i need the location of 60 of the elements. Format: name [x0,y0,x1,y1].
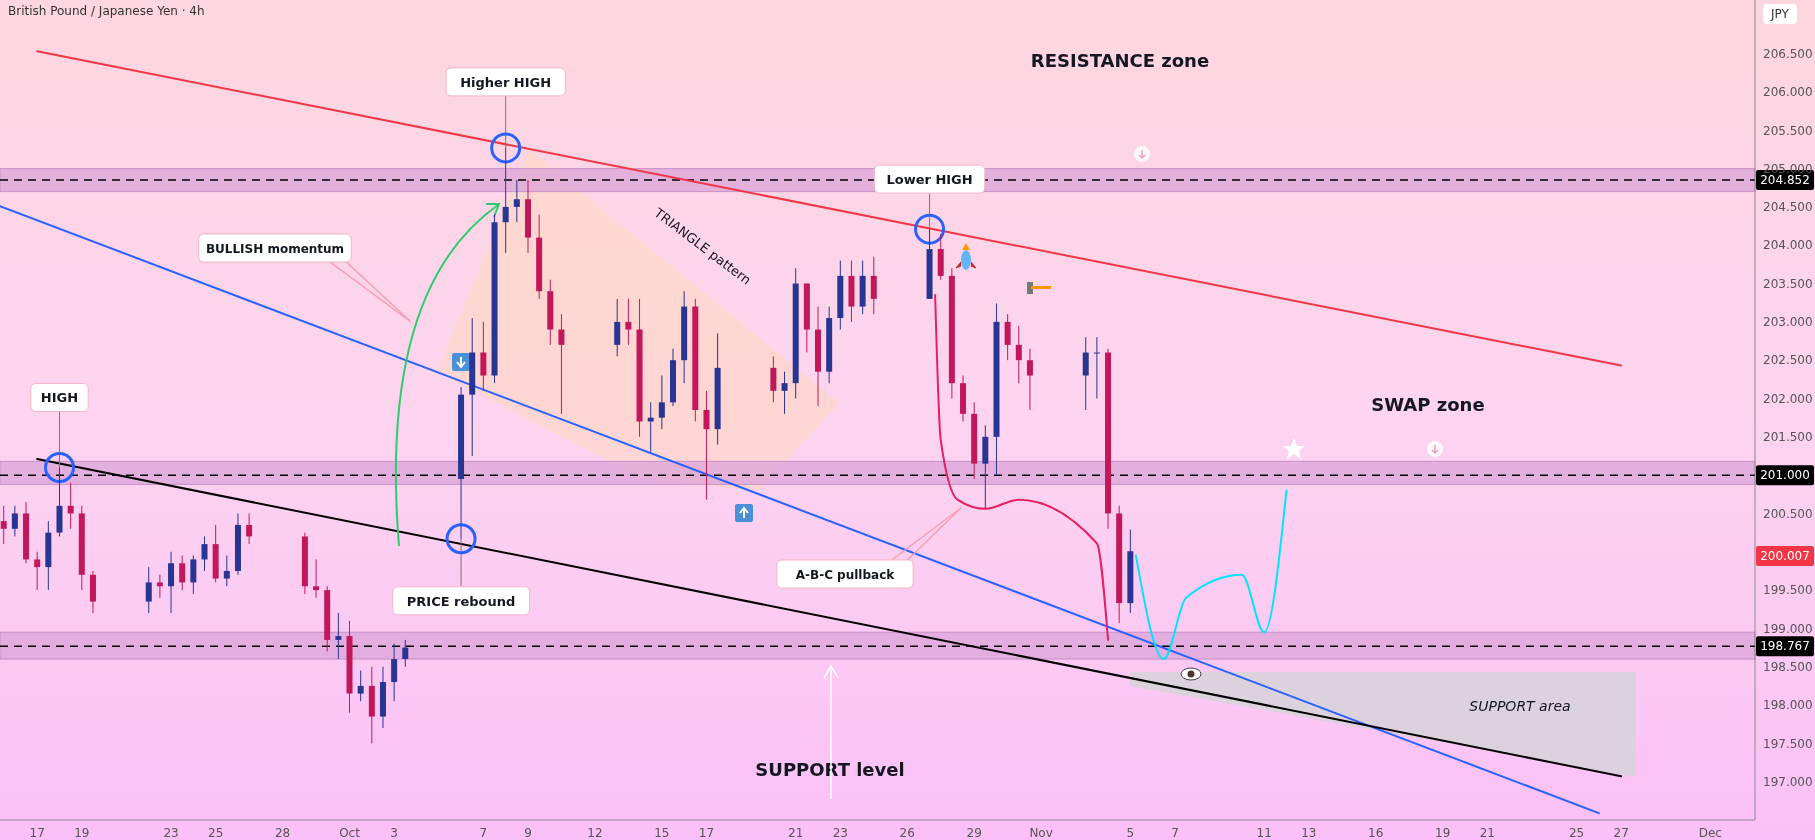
x-tick-label: 7 [1171,825,1179,840]
x-tick-label: 12 [587,825,603,840]
x-tick-label: 3 [390,825,398,840]
annotation: PRICE rebound [406,593,516,609]
y-axis-title: JPY [1763,4,1797,24]
y-tick-label: 199.500 [1763,583,1813,598]
x-tick-label: 17 [29,825,45,840]
x-tick-label: 21 [788,825,804,840]
annotation: HIGH [40,390,79,406]
y-tick-label: 200.500 [1763,506,1813,521]
x-tick-label: 7 [479,825,488,840]
x-tick-label: 19 [74,825,90,840]
y-tick-label: 203.500 [1763,276,1813,291]
text: 200.007 [1760,549,1810,563]
y-tick-label: 197.000 [1763,774,1813,789]
ref-line-label: 198.767 [1760,639,1810,654]
x-tick-label: 16 [1368,825,1384,840]
annotation: RESISTANCE zone [1030,50,1210,71]
y-tick-label: 202.000 [1763,391,1813,406]
x-tick-label: Nov [1029,825,1053,840]
y-tick-label: 197.500 [1763,736,1813,751]
chart-title: British Pound / Japanese Yen · 4h [8,4,205,18]
annotation: SWAP zone [1371,394,1485,415]
annotation: Lower HIGH [886,172,973,188]
ref-line-label: 201.000 [1760,468,1810,483]
y-tick-label: 205.500 [1763,123,1813,138]
x-tick-label: 11 [1256,825,1272,840]
x-tick-label: 15 [654,825,670,840]
annotation: Higher HIGH [460,74,552,90]
y-tick-label: 202.500 [1763,353,1813,368]
x-tick-label: 28 [274,825,291,840]
x-tick-label: Oct [339,825,361,840]
x-tick-label: 23 [832,825,848,840]
x-tick-label: 27 [1613,825,1629,840]
annotation: SUPPORT level [755,759,905,780]
y-tick-label: 201.500 [1763,430,1813,445]
x-tick-label: Dec [1698,825,1722,840]
y-tick-label: 206.500 [1763,46,1813,61]
y-tick-label: 199.000 [1763,621,1813,636]
x-tick-label: 5 [1126,825,1135,840]
x-tick-label: 13 [1301,825,1317,840]
x-tick-label: 26 [899,825,915,840]
y-tick-label: 198.500 [1763,659,1813,674]
y-tick-label: 204.500 [1763,200,1813,215]
x-tick-label: 25 [208,825,224,840]
y-tick-label: 198.000 [1763,698,1813,713]
x-tick-label: 23 [163,825,179,840]
x-tick-label: 25 [1568,825,1585,840]
y-tick-label: 206.000 [1763,85,1813,100]
x-tick-label: 17 [698,825,715,840]
annotation: SUPPORT area [1469,698,1571,714]
x-tick-label: 9 [524,825,532,840]
x-tick-label: 29 [966,825,982,840]
annotation: A-B-C pullback [795,568,896,582]
x-tick-label: 19 [1435,825,1451,840]
annotation: BULLISH momentum [205,242,345,256]
y-tick-label: 203.000 [1763,315,1813,330]
y-tick-label: 204.000 [1763,238,1813,253]
ref-line-label: 204.852 [1760,172,1810,187]
x-tick-label: 21 [1479,825,1495,840]
